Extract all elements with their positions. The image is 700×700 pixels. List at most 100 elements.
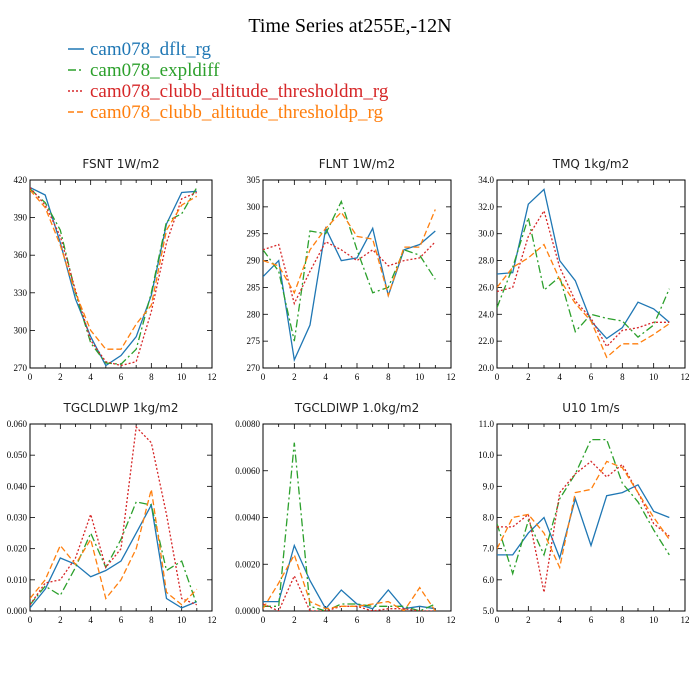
x-tick-label: 2	[58, 615, 63, 625]
series-line-cam078_clubb_altitude_thresholdp_rg	[263, 553, 436, 611]
y-tick-label: 5.0	[483, 606, 495, 616]
series-line-cam078_clubb_altitude_thresholdm_rg	[30, 187, 198, 367]
y-tick-label: 280	[247, 309, 261, 319]
panel-fsnt: FSNT 1W/m2 0 2 4 6 8 10 12 270 300 330 360 390 420	[14, 157, 217, 382]
x-tick-label: 6	[355, 615, 360, 625]
series-line-cam078_expldiff	[30, 187, 198, 365]
x-tick-label: 2	[526, 615, 531, 625]
y-tick-label: 9.0	[483, 481, 495, 491]
series-line-cam078_clubb_altitude_thresholdp_rg	[30, 489, 198, 606]
y-tick-label: 300	[14, 325, 28, 335]
x-tick-label: 12	[447, 372, 456, 382]
series-line-cam078_expldiff	[497, 215, 670, 338]
panel-title: FLNT 1W/m2	[319, 157, 396, 171]
panel-title: TGCLDIWP 1.0kg/m2	[294, 401, 419, 415]
series-line-cam078_dflt_rg	[263, 226, 436, 363]
x-tick-label: 6	[589, 615, 594, 625]
series-line-cam078_clubb_altitude_thresholdm_rg	[263, 574, 436, 611]
x-tick-label: 8	[149, 372, 154, 382]
y-tick-label: 30.0	[478, 229, 494, 239]
series-line-cam078_dflt_rg	[497, 483, 670, 561]
y-tick-label: 270	[247, 363, 261, 373]
series-line-cam078_expldiff	[497, 438, 670, 576]
x-tick-label: 0	[495, 372, 500, 382]
y-tick-label: 0.0080	[235, 419, 260, 429]
panel-title: TGCLDLWP 1kg/m2	[62, 401, 178, 415]
legend-label: cam078_expldiff	[90, 60, 220, 81]
plot-frame	[29, 423, 213, 612]
x-tick-label: 0	[28, 372, 33, 382]
panel-tgcldlwp: TGCLDLWP 1kg/m2 0 2 4 6 8 10 12 0.000 0.010 0.020 0…	[7, 401, 217, 625]
x-tick-label: 2	[292, 615, 297, 625]
x-tick-label: 0	[495, 615, 500, 625]
x-tick-label: 10	[415, 615, 425, 625]
y-tick-label: 0.010	[7, 575, 28, 585]
series-line-cam078_clubb_altitude_thresholdp_rg	[497, 460, 670, 570]
legend-entry: cam078_expldiff	[68, 60, 220, 81]
panels-grid: FSNT 1W/m20 2 4 6 8 10 12270300330360390420FLN…	[7, 157, 690, 625]
series-line-cam078_clubb_altitude_thresholdm_rg	[497, 460, 670, 593]
y-tick-label: 0.0040	[235, 513, 260, 523]
series-line-cam078_expldiff	[263, 442, 436, 611]
y-tick-label: 28.0	[478, 256, 494, 266]
series-line-cam078_expldiff	[30, 501, 198, 606]
y-tick-label: 0.060	[7, 419, 28, 429]
x-tick-label: 12	[208, 372, 217, 382]
y-tick-label: 300	[247, 202, 261, 212]
y-tick-label: 11.0	[479, 419, 495, 429]
x-tick-label: 0	[28, 615, 33, 625]
series-line-cam078_clubb_altitude_thresholdm_rg	[497, 209, 670, 348]
x-tick-label: 4	[323, 615, 328, 625]
series-line-cam078_dflt_rg	[497, 188, 670, 340]
y-tick-label: 0.0060	[235, 466, 260, 476]
x-tick-label: 10	[649, 372, 659, 382]
x-tick-label: 2	[292, 372, 297, 382]
series-line-cam078_clubb_altitude_thresholdm_rg	[263, 240, 436, 306]
x-tick-label: 10	[649, 615, 659, 625]
x-tick-label: 8	[149, 615, 154, 625]
legend-entry: cam078_clubb_altitude_thresholdm_rg	[68, 81, 389, 102]
x-tick-label: 12	[447, 615, 456, 625]
legend-label: cam078_clubb_altitude_thresholdm_rg	[90, 81, 389, 102]
x-tick-label: 4	[557, 372, 562, 382]
series-line-cam078_clubb_altitude_thresholdp_rg	[497, 243, 670, 359]
x-tick-label: 10	[177, 372, 187, 382]
y-tick-label: 26.0	[478, 282, 494, 292]
legend-label: cam078_dflt_rg	[90, 39, 212, 60]
panel-title: U10 1m/s	[562, 401, 620, 415]
x-tick-label: 4	[88, 615, 93, 625]
y-tick-label: 22.0	[478, 336, 494, 346]
panel-tmq: TMQ 1kg/m2 0 2 4 6 8 10 12 20.0 22.0 24.0 26.0 28.0 3…	[478, 157, 689, 382]
legend: cam078_dflt_rg cam078_expldiff cam078_cl…	[68, 39, 389, 123]
y-tick-label: 305	[247, 175, 261, 185]
x-tick-label: 2	[58, 372, 63, 382]
panel-flnt: FLNT 1W/m2 0 2 4 6 8 10 12 270 275 280 285 290 295 300…	[247, 157, 456, 382]
y-tick-label: 290	[247, 256, 261, 266]
x-tick-label: 0	[261, 372, 266, 382]
x-tick-label: 6	[119, 615, 124, 625]
x-tick-label: 4	[557, 615, 562, 625]
legend-entry: cam078_dflt_rg	[68, 39, 212, 60]
x-tick-label: 10	[177, 615, 187, 625]
y-tick-label: 270	[14, 363, 28, 373]
y-tick-label: 390	[14, 213, 28, 223]
x-tick-label: 0	[261, 615, 266, 625]
y-tick-label: 0.020	[7, 544, 28, 554]
x-tick-label: 4	[323, 372, 328, 382]
y-tick-label: 0.000	[7, 606, 28, 616]
legend-label: cam078_clubb_altitude_thresholdp_rg	[90, 102, 384, 123]
x-tick-label: 12	[208, 615, 217, 625]
y-tick-label: 0.050	[7, 450, 28, 460]
series-line-cam078_clubb_altitude_thresholdm_rg	[30, 425, 198, 606]
chart-title: Time Series at255E,-12N	[248, 15, 451, 37]
plot-frame	[496, 423, 686, 612]
x-tick-label: 8	[386, 372, 391, 382]
plot-frame	[496, 179, 686, 369]
panel-tgcldiwp: TGCLDIWP 1.0kg/m2 0 2 4 6 8 10 12 0.0000 0.0020 0.…	[235, 401, 455, 625]
y-tick-label: 24.0	[478, 309, 494, 319]
x-tick-label: 8	[620, 372, 625, 382]
y-tick-label: 420	[14, 175, 28, 185]
legend-entry: cam078_clubb_altitude_thresholdp_rg	[68, 102, 384, 123]
y-tick-label: 0.0020	[235, 559, 260, 569]
